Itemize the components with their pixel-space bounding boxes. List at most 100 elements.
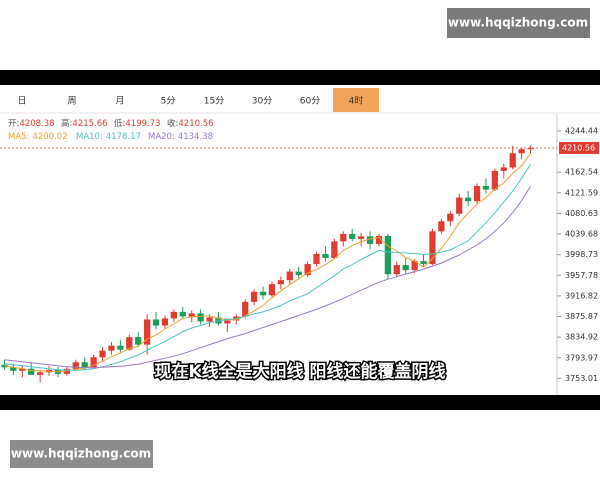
candle-body <box>161 318 169 326</box>
y-tick-label: 3998.73 <box>565 250 598 259</box>
candle-body <box>304 264 311 276</box>
candle-body <box>295 271 302 276</box>
candle-body <box>375 235 383 244</box>
candle-body <box>411 261 418 271</box>
candle-body <box>108 345 115 351</box>
watermark: www.hqqizhong.com <box>11 447 151 461</box>
ma-line <box>4 186 531 369</box>
y-tick-label: 3834.92 <box>565 333 598 342</box>
candle-body <box>402 265 409 271</box>
ohlc-info: 高:4215.66 <box>61 118 108 129</box>
tab[interactable]: 60分 <box>300 96 320 107</box>
ohlc-value: 4208.38 <box>19 119 54 129</box>
candle-body <box>447 213 454 222</box>
y-tick-label: 4039.68 <box>565 230 598 239</box>
tab[interactable]: 5分 <box>161 96 176 107</box>
candle-body <box>482 186 490 190</box>
y-tick-label: 3793.97 <box>565 353 598 362</box>
ma-value: 4178.17 <box>106 132 141 142</box>
candle-body <box>99 350 106 358</box>
tab-selected <box>333 88 379 112</box>
ma-legend: MA20: 4134.38 <box>148 132 213 142</box>
candle-body <box>251 291 258 302</box>
tab[interactable]: 月 <box>115 96 124 107</box>
last-price-label: 4210.56 <box>562 143 595 152</box>
candle-body <box>152 319 160 326</box>
candle-body <box>170 311 177 319</box>
ohlc-info: 收:4210.56 <box>167 118 214 129</box>
watermark-box <box>447 8 590 38</box>
y-tick-label: 3916.82 <box>565 291 598 300</box>
y-tick-label: 3875.87 <box>565 312 598 321</box>
candle-body <box>1 364 8 368</box>
candle-body <box>72 362 79 369</box>
candle-body <box>384 235 391 275</box>
ohlc-value: 4215.66 <box>72 119 107 129</box>
ma-line <box>4 153 531 373</box>
watermark-box <box>10 440 153 468</box>
candle-body <box>366 236 374 244</box>
candle-body <box>90 357 97 368</box>
candle-body <box>313 254 320 265</box>
candle-body <box>473 186 481 202</box>
candle-body <box>37 372 44 375</box>
candle-body <box>259 291 267 296</box>
tab[interactable]: 周 <box>67 96 76 107</box>
candle-body <box>277 280 284 285</box>
candle-body <box>63 368 70 374</box>
y-tick-label: 4162.54 <box>565 168 598 177</box>
candle-body <box>340 233 347 242</box>
y-tick-label: 4080.63 <box>565 209 598 218</box>
candle-body <box>393 265 400 275</box>
ohlc-value: 4210.56 <box>178 119 213 129</box>
candle-body <box>126 337 133 350</box>
ma-value: 4134.38 <box>178 132 213 142</box>
ohlc-info: 低:4199.73 <box>114 118 161 129</box>
video-bar <box>0 70 600 85</box>
candle-body <box>268 284 276 296</box>
tab[interactable]: 日 <box>17 96 26 107</box>
candle-body <box>456 197 463 214</box>
candle-body <box>438 221 445 232</box>
last-price-box <box>559 141 599 154</box>
candle-body <box>491 170 498 190</box>
candle-body <box>286 271 293 281</box>
candle-body <box>500 167 507 171</box>
ohlc-label: 高: <box>61 118 72 129</box>
candle-body <box>242 301 249 317</box>
ma-line <box>4 164 531 371</box>
candle-body <box>144 319 151 345</box>
candle-body <box>322 254 329 259</box>
tab[interactable]: 4时 <box>349 95 364 107</box>
ma-legend: MA10: 4178.17 <box>76 132 141 142</box>
candle-body <box>465 197 472 202</box>
candle-body <box>509 153 516 168</box>
candle-body <box>224 320 231 324</box>
ma-value: 4200.02 <box>32 132 67 142</box>
ma-name: MA20: <box>148 132 175 142</box>
ohlc-info: 开:4208.38 <box>8 119 55 129</box>
watermark: www.hqqizhong.com <box>448 16 588 30</box>
candle-body <box>215 317 222 324</box>
tab[interactable]: 15分 <box>204 96 224 107</box>
ma-legend: MA5: 4200.02 <box>8 132 68 142</box>
ohlc-label: 开: <box>8 119 19 129</box>
candle-body <box>518 149 525 154</box>
candle-body <box>188 313 195 317</box>
candle-body <box>429 231 436 265</box>
candle-body <box>135 337 142 345</box>
candle-body <box>331 241 338 259</box>
tab[interactable]: 30分 <box>252 96 272 107</box>
ohlc-value: 4199.73 <box>125 119 160 129</box>
candle-body <box>527 147 534 150</box>
candle-body <box>206 317 213 322</box>
subtitle: 现在K线全是大阳线 阳线还能覆盖阴线 <box>154 361 445 382</box>
candle-body <box>28 368 35 375</box>
video-bar <box>0 395 600 410</box>
candle-body <box>81 362 88 368</box>
ma-name: MA5: <box>8 132 29 142</box>
ohlc-label: 收: <box>167 118 178 129</box>
candle-body <box>197 313 204 322</box>
